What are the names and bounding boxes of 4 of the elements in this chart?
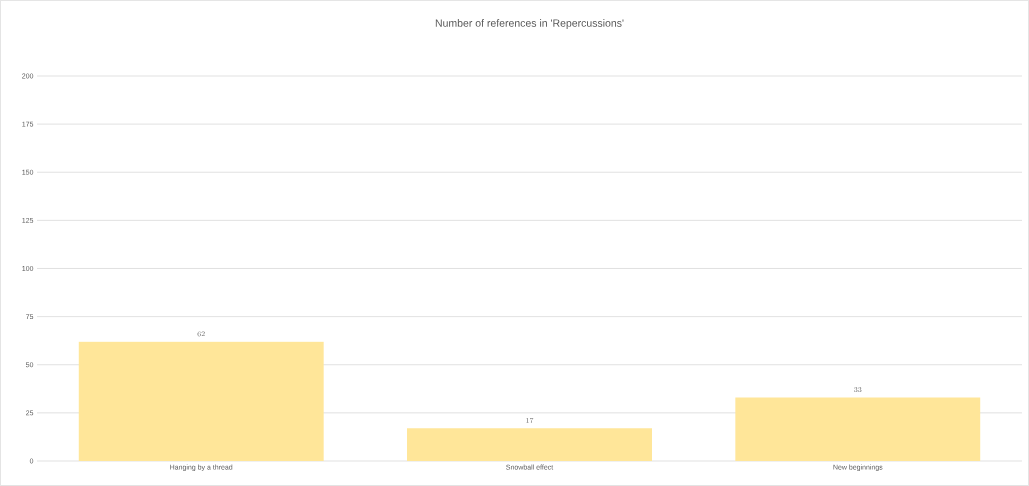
chart-title: Number of references in 'Repercussions' xyxy=(435,19,624,29)
bar xyxy=(407,428,652,461)
bar xyxy=(735,397,981,461)
bar xyxy=(78,341,324,461)
